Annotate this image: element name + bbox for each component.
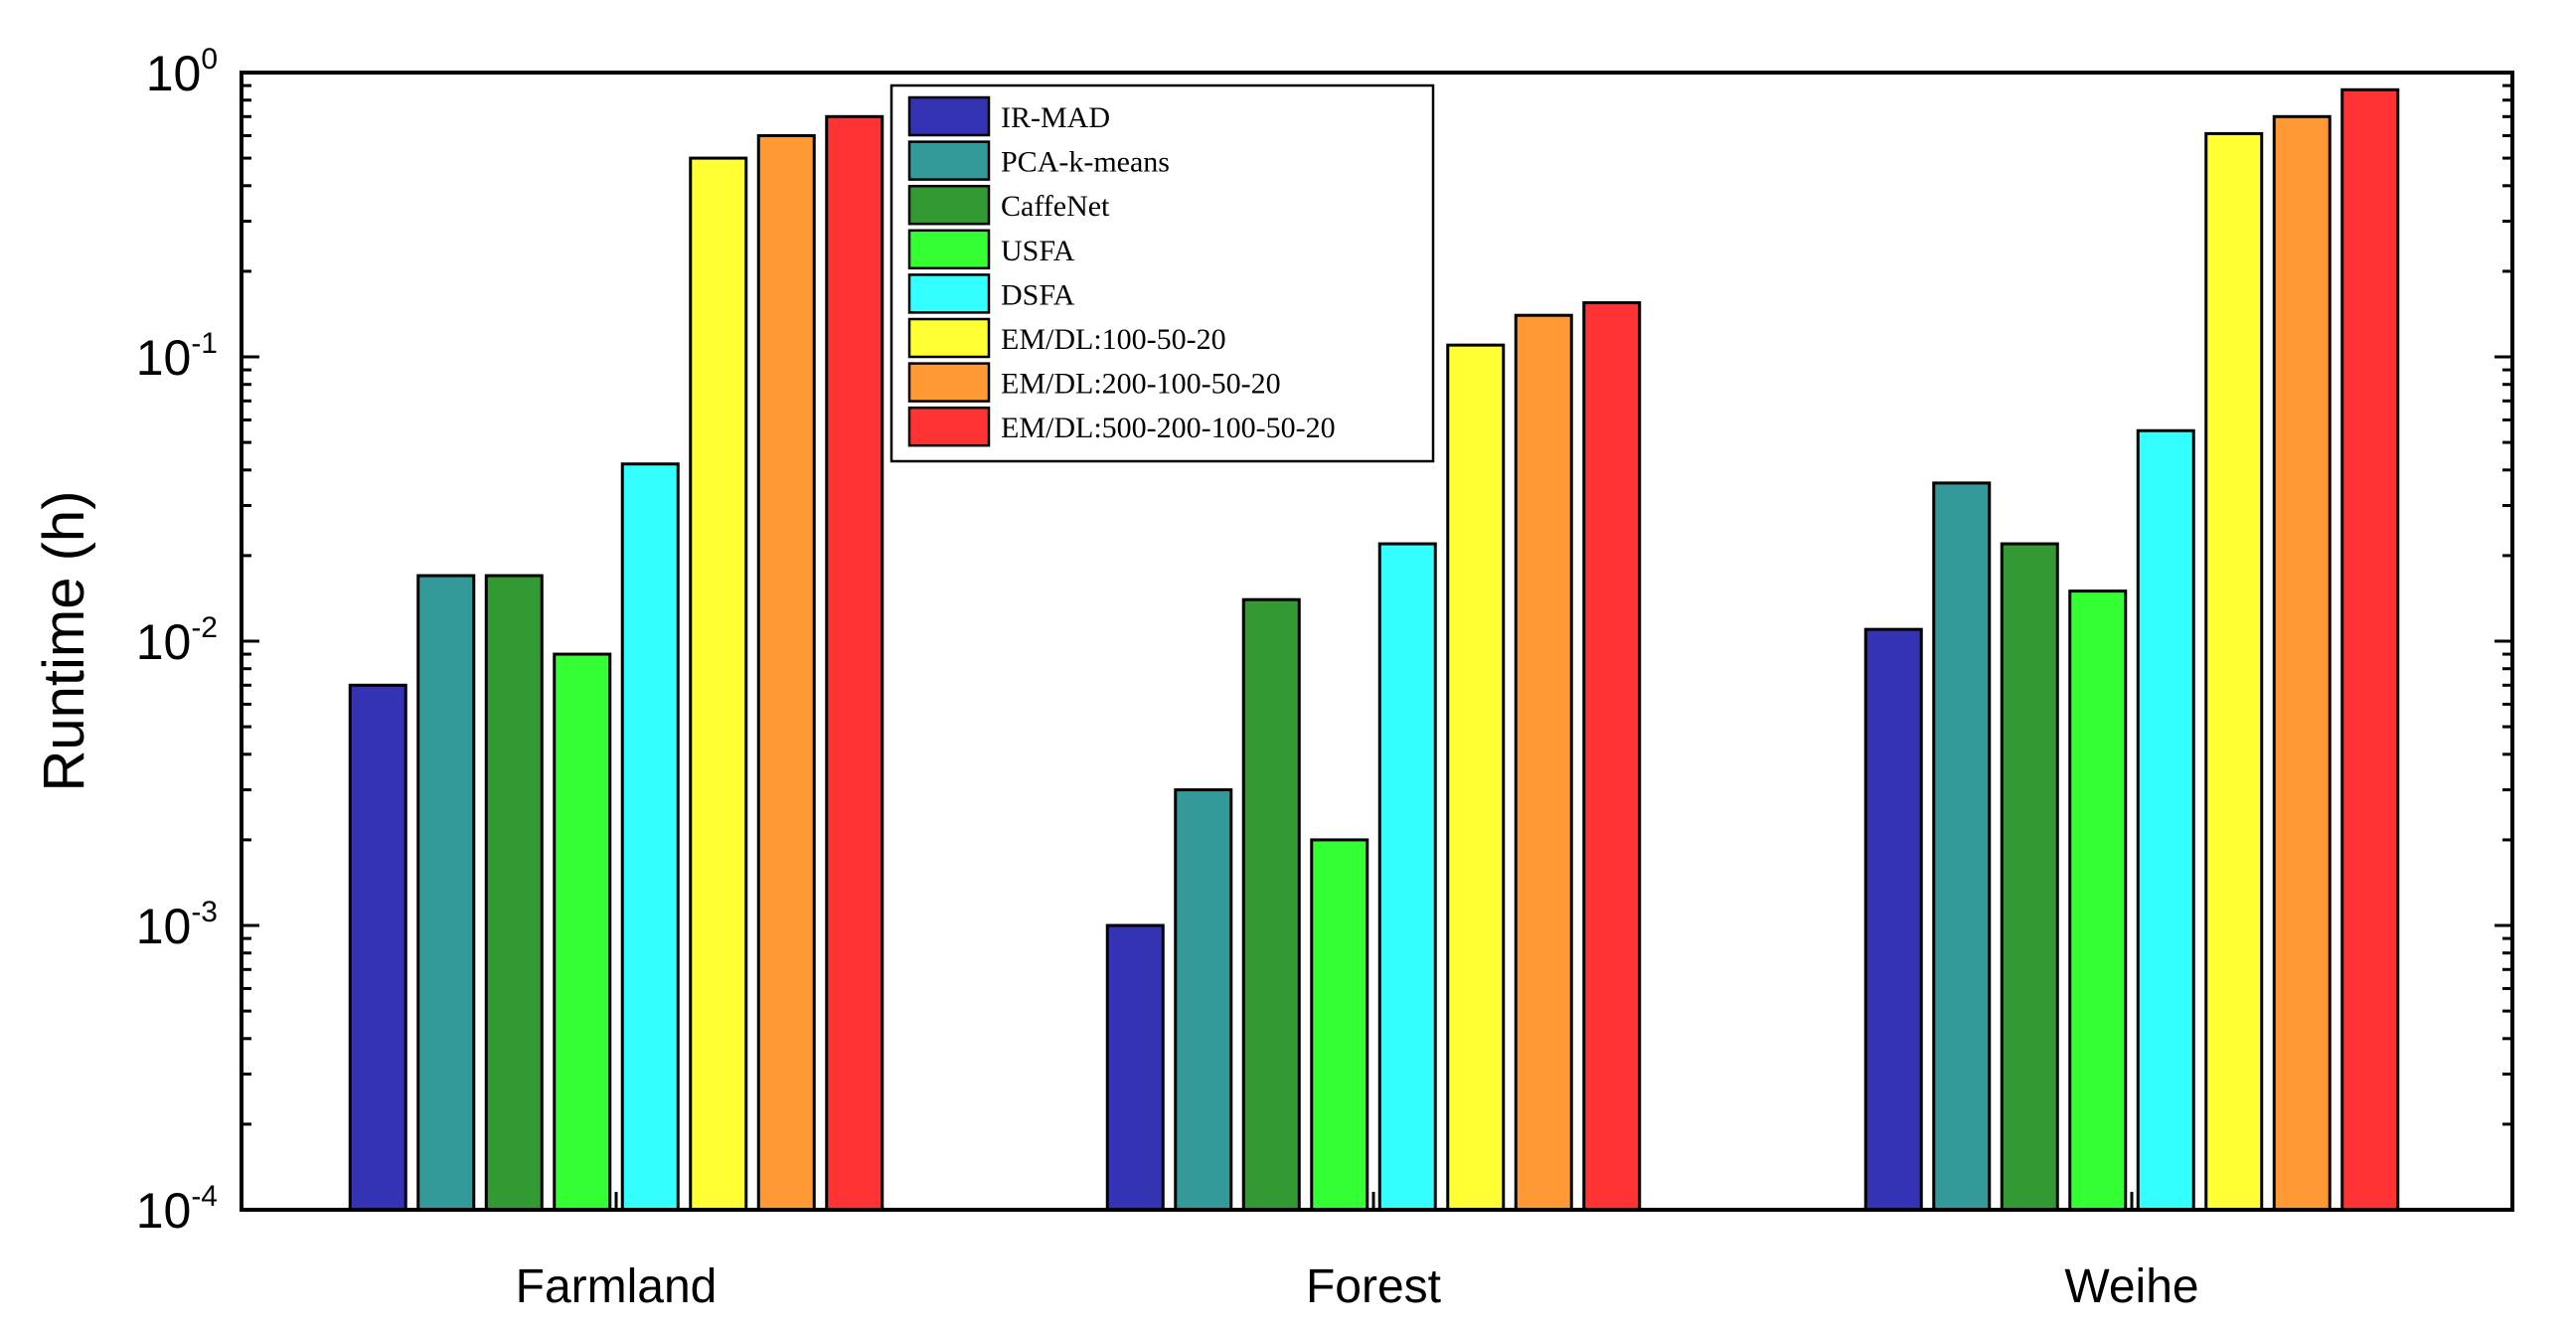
y-tick-base: 10: [136, 614, 192, 670]
x-axis: Farmland Forest Weihe: [516, 1192, 2199, 1313]
legend-label: IR-MAD: [1001, 101, 1110, 134]
bar-forest-em-dl-500-200-100-50-20: [1582, 301, 1642, 1212]
bar-forest-usfa: [1310, 838, 1369, 1212]
legend-swatch: [907, 184, 991, 226]
legend-label: PCA-k-means: [1001, 146, 1170, 179]
bar-weihe-pca-k-means: [1932, 481, 1992, 1212]
legend: IR-MAD PCA-k-means CaffeNet USFA DSFA EM/DL:1…: [889, 84, 1435, 463]
bar-forest-em-dl-200-100-50-20: [1514, 313, 1573, 1212]
legend-swatch: [907, 406, 991, 447]
bar-forest-pca-k-means: [1174, 788, 1233, 1212]
y-tick-exponent: -3: [191, 896, 218, 928]
y-tick-label: 10-3: [136, 896, 218, 954]
x-tick-label: Forest: [1306, 1260, 1441, 1313]
legend-swatch: [907, 317, 991, 359]
legend-label: USFA: [1001, 235, 1075, 267]
bar-forest-dsfa: [1377, 542, 1437, 1212]
y-tick-base: 10: [136, 899, 192, 954]
y-tick-exponent: -2: [191, 611, 218, 644]
bar-farmland-usfa: [553, 652, 612, 1212]
bar-farmland-em-dl-100-50-20: [689, 156, 748, 1212]
bar-weihe-usfa: [2068, 589, 2128, 1212]
legend-swatch: [907, 140, 991, 181]
y-tick-exponent: 0: [201, 43, 218, 76]
bar-weihe-ir-mad: [1863, 627, 1923, 1212]
bar-farmland-em-dl-500-200-100-50-20: [825, 114, 885, 1212]
legend-swatch: [907, 229, 991, 270]
bar-farmland-pca-k-means: [416, 574, 476, 1212]
bar-weihe-em-dl-500-200-100-50-20: [2340, 87, 2400, 1212]
bar-farmland-dsfa: [620, 462, 680, 1212]
legend-label: EM/DL:100-50-20: [1001, 323, 1226, 356]
y-tick-base: 10: [136, 1183, 192, 1239]
y-tick-exponent: -4: [191, 1180, 218, 1213]
legend-swatch: [907, 273, 991, 314]
y-tick-base: 10: [146, 46, 202, 101]
x-tick-label: Farmland: [516, 1260, 718, 1313]
bar-forest-em-dl-100-50-20: [1446, 343, 1506, 1212]
legend-label: EM/DL:500-200-100-50-20: [1001, 412, 1336, 444]
bar-forest-caffenet: [1241, 597, 1301, 1212]
y-tick-label: 10-4: [136, 1180, 218, 1239]
y-axis-label: Runtime (h): [32, 491, 96, 792]
bar-farmland-em-dl-200-100-50-20: [756, 133, 816, 1212]
y-tick-label: 10-1: [136, 327, 218, 386]
bar-weihe-dsfa: [2136, 428, 2195, 1212]
bar-farmland-caffenet: [484, 574, 544, 1212]
bars: [348, 87, 2400, 1212]
y-tick-exponent: -1: [191, 327, 218, 360]
plot-frame: [240, 71, 2514, 1212]
legend-label: EM/DL:200-100-50-20: [1001, 368, 1281, 401]
bar-weihe-em-dl-200-100-50-20: [2272, 114, 2332, 1212]
bar-farmland-ir-mad: [348, 683, 407, 1212]
legend-swatch: [907, 362, 991, 403]
y-tick-base: 10: [136, 330, 192, 386]
bar-forest-ir-mad: [1105, 923, 1165, 1212]
y-tick-label: 10-2: [136, 611, 218, 670]
legend-label: CaffeNet: [1001, 190, 1110, 223]
y-tick-label: 100: [146, 43, 218, 101]
legend-swatch: [907, 95, 991, 137]
legend-label: DSFA: [1001, 278, 1075, 311]
bar-weihe-caffenet: [2000, 542, 2059, 1212]
x-tick-label: Weihe: [2064, 1260, 2198, 1313]
bar-weihe-em-dl-100-50-20: [2204, 131, 2264, 1212]
